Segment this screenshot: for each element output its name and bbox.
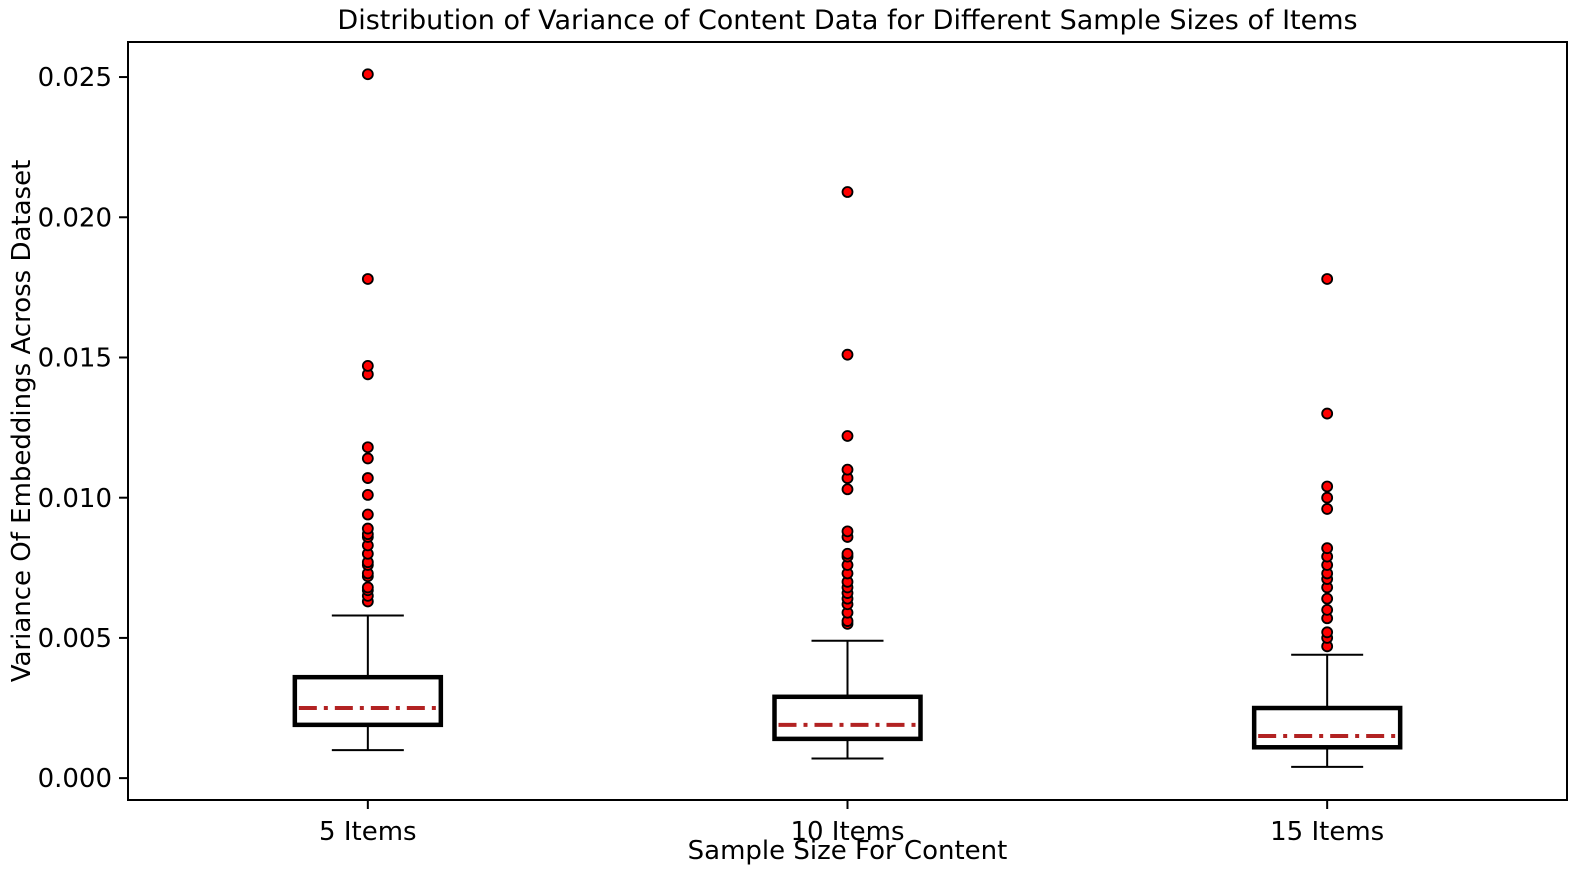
iqr-box (292, 674, 444, 728)
outlier-point (361, 359, 374, 372)
iqr-box (772, 694, 923, 742)
outlier-point (361, 452, 374, 465)
outlier-point (361, 508, 374, 521)
outlier-point (361, 522, 374, 535)
outlier-point (361, 472, 374, 484)
outlier-point (361, 581, 374, 594)
outlier-point (1321, 592, 1334, 605)
y-tick-label: 0.015 (38, 344, 112, 374)
outlier-point (841, 525, 854, 538)
outlier-point (361, 441, 374, 454)
outlier-point (841, 483, 854, 496)
x-tick-label: 15 Items (1270, 817, 1384, 847)
outlier-point (841, 186, 854, 198)
iqr-box (1251, 705, 1403, 750)
outlier-point (841, 463, 854, 476)
y-tick-label: 0.005 (38, 624, 112, 654)
outlier-point (841, 547, 854, 560)
x-tick-label: 5 Items (319, 817, 417, 847)
outlier-point (1321, 407, 1334, 420)
y-tick-label: 0.000 (38, 764, 112, 794)
x-axis-label: Sample Size For Content (687, 836, 1008, 866)
chart-title: Distribution of Variance of Content Data… (337, 5, 1358, 36)
outlier-point (841, 348, 854, 361)
outlier-point (1321, 491, 1334, 504)
outlier-point (1321, 542, 1334, 555)
x-tick-label: 10 Items (790, 817, 904, 847)
outlier-point (1321, 480, 1334, 493)
outlier-point (361, 273, 374, 285)
y-tick-label: 0.025 (38, 63, 112, 93)
outlier-point (1321, 273, 1334, 285)
y-tick-label: 0.020 (38, 203, 112, 233)
outlier-point (361, 488, 374, 501)
outlier-point (1321, 603, 1334, 616)
outlier-point (1321, 503, 1334, 515)
outlier-point (841, 430, 854, 442)
outlier-point (361, 68, 374, 81)
y-tick-label: 0.010 (38, 484, 112, 514)
outlier-point (1321, 626, 1334, 639)
